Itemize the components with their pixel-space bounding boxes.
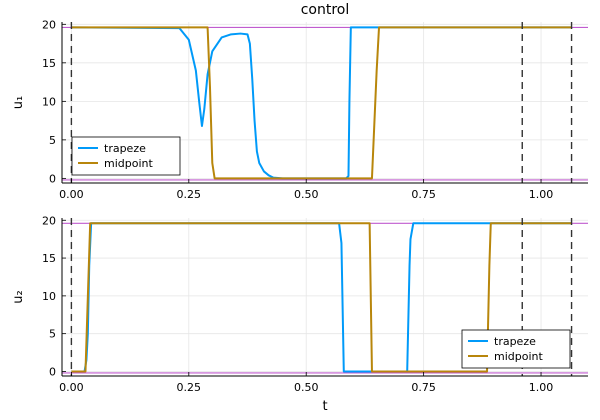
chart-title: control xyxy=(301,2,350,18)
legend: trapeze midpoint xyxy=(461,329,571,369)
legend-label-trapeze: trapeze xyxy=(104,142,146,155)
y-tick-label: 10 xyxy=(42,290,56,303)
y-tick-label: 5 xyxy=(49,328,56,341)
legend: trapeze midpoint xyxy=(71,136,181,176)
legend-label-trapeze: trapeze xyxy=(494,335,536,348)
x-tick-label: 0.50 xyxy=(294,188,319,201)
panel-1: 0.00 0.25 0.50 0.75 1.00 0 5 10 15 20 control u₁ tra… xyxy=(11,2,588,201)
y-tick-label: 0 xyxy=(49,172,56,185)
x-tick-label: 0.50 xyxy=(294,381,319,394)
x-tick-label: 0.00 xyxy=(59,381,84,394)
y-tick-label: 15 xyxy=(42,57,56,70)
legend-label-midpoint: midpoint xyxy=(104,157,153,170)
y-tick-label: 15 xyxy=(42,252,56,265)
legend-box xyxy=(461,329,571,369)
y-tick-label: 20 xyxy=(42,18,56,31)
y-tick-label: 10 xyxy=(42,95,56,108)
y-axis-label: u₁ xyxy=(11,96,26,109)
legend-label-midpoint: midpoint xyxy=(494,350,543,363)
x-tick-label: 0.00 xyxy=(59,188,84,201)
x-tick-label: 0.75 xyxy=(411,381,436,394)
legend-box xyxy=(71,136,181,176)
y-tick-label: 0 xyxy=(49,365,56,378)
x-tick-label: 1.00 xyxy=(529,188,554,201)
y-tick-label: 5 xyxy=(49,134,56,147)
x-tick-label: 0.75 xyxy=(411,188,436,201)
panel-2: 0.00 0.25 0.50 0.75 1.00 0 5 10 15 20 u₂ t trapeze mi… xyxy=(11,214,588,414)
series-line-midpoint xyxy=(71,26,572,180)
x-tick-label: 0.25 xyxy=(177,188,202,201)
x-axis-label: t xyxy=(322,399,327,414)
x-tick-label: 0.25 xyxy=(177,381,202,394)
y-axis-label: u₂ xyxy=(11,290,26,303)
series-line-midpoint xyxy=(71,222,572,373)
x-tick-label: 1.00 xyxy=(529,381,554,394)
y-tick-label: 20 xyxy=(42,214,56,227)
